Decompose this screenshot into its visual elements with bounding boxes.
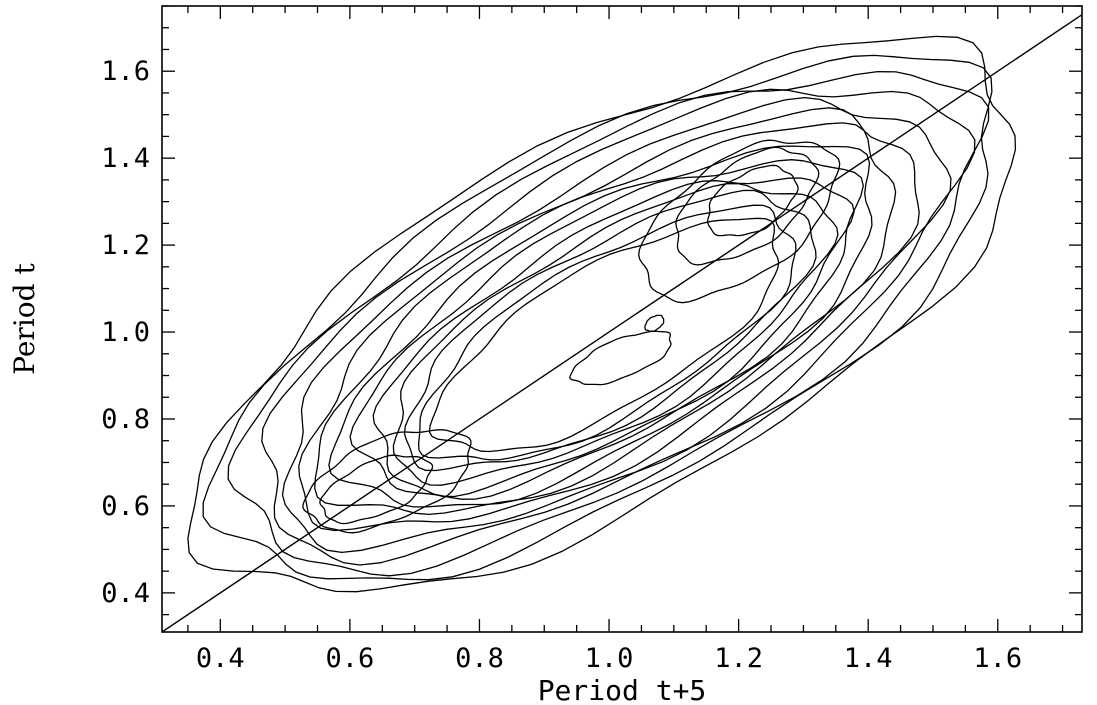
diagonal-reference-line bbox=[162, 14, 1082, 632]
x-tick-label: 1.4 bbox=[844, 643, 893, 674]
contour-line bbox=[314, 122, 897, 516]
contour-line bbox=[675, 146, 820, 266]
y-tick-label: 0.6 bbox=[101, 491, 150, 522]
contour-line bbox=[281, 96, 952, 554]
contour-line bbox=[187, 35, 1017, 593]
y-tick-labels: 0.4 0.6 0.8 1.0 1.2 1.4 1.6 bbox=[101, 56, 150, 609]
contour-line bbox=[302, 429, 472, 534]
y-tick-label: 1.4 bbox=[101, 143, 150, 174]
contour-line bbox=[261, 88, 976, 566]
x-tick-labels: 0.4 0.6 0.8 1.0 1.2 1.4 1.6 bbox=[196, 643, 1022, 674]
contour-line bbox=[202, 54, 993, 581]
contour-line bbox=[569, 330, 672, 386]
contour-line bbox=[417, 204, 797, 461]
plot-frame bbox=[161, 5, 1083, 633]
x-axis-title: Period t+5 bbox=[538, 674, 707, 705]
x-tick-label: 0.4 bbox=[196, 643, 245, 674]
y-tick-label: 0.8 bbox=[101, 404, 150, 435]
y-tick-label: 1.0 bbox=[101, 317, 150, 348]
x-tick-label: 1.2 bbox=[714, 643, 763, 674]
reference-line-layer bbox=[162, 14, 1082, 632]
x-tick-label: 0.6 bbox=[325, 643, 374, 674]
contour-line bbox=[319, 454, 434, 525]
contour-line bbox=[349, 159, 864, 500]
x-tick-label: 1.0 bbox=[585, 643, 634, 674]
y-tick-label: 1.6 bbox=[101, 56, 150, 87]
tick-layer bbox=[162, 5, 1082, 632]
contour-line bbox=[328, 145, 873, 508]
contour-line bbox=[227, 70, 990, 577]
contour-layer bbox=[187, 35, 1017, 593]
contour-line bbox=[644, 314, 665, 332]
contour-line bbox=[428, 217, 780, 453]
y-tick-label: 0.4 bbox=[101, 578, 150, 609]
y-tick-label: 1.2 bbox=[101, 230, 150, 261]
y-axis-title: Period t bbox=[8, 263, 41, 375]
contour-line bbox=[298, 107, 920, 532]
contour-line bbox=[638, 139, 841, 304]
x-tick-label: 0.8 bbox=[455, 643, 504, 674]
contour-line bbox=[706, 164, 799, 237]
x-tick-label: 1.6 bbox=[973, 643, 1022, 674]
